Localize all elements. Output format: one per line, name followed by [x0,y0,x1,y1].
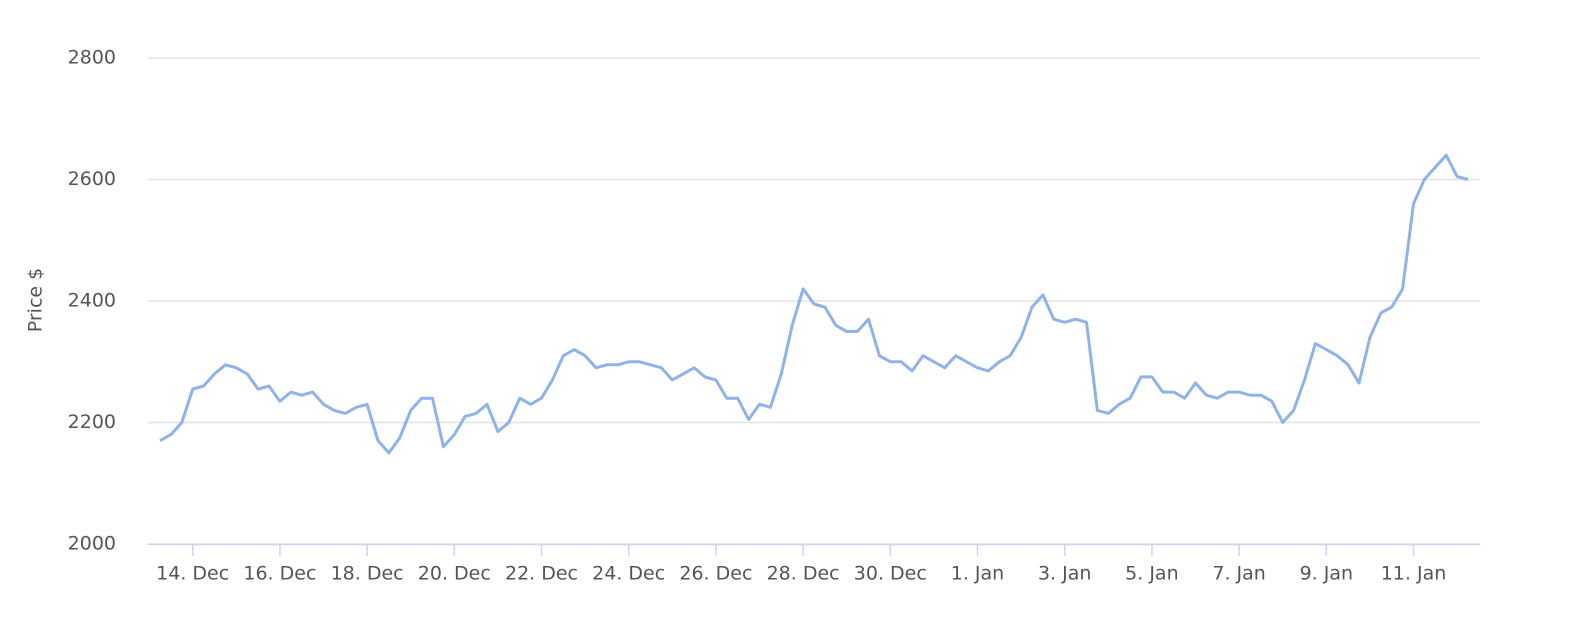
x-tick-label: 7. Jan [1212,563,1265,585]
y-tick-label: 2200 [68,411,116,433]
price-line [159,153,1469,455]
y-tick-label: 2400 [68,290,116,312]
x-tick-label: 30. Dec [854,563,927,585]
x-tick-label: 20. Dec [418,563,491,585]
x-tick-label: 24. Dec [592,563,665,585]
x-tick-label: 5. Jan [1125,563,1178,585]
y-tick-label: 2600 [68,168,116,190]
y-tick-label: 2000 [68,533,116,555]
x-tick-label: 3. Jan [1038,563,1091,585]
x-tick-label: 22. Dec [505,563,578,585]
x-tick-label: 1. Jan [951,563,1004,585]
x-tick-label: 16. Dec [243,563,316,585]
x-tick-label: 28. Dec [767,563,840,585]
y-axis-title: Price $ [25,268,47,332]
y-tick-label: 2800 [68,47,116,69]
x-tick-label: 18. Dec [331,563,404,585]
x-tick-label: 26. Dec [679,563,752,585]
x-tick-label: 9. Jan [1300,563,1353,585]
x-tick-label: 14. Dec [156,563,229,585]
x-tick-label: 11. Jan [1381,563,1447,585]
